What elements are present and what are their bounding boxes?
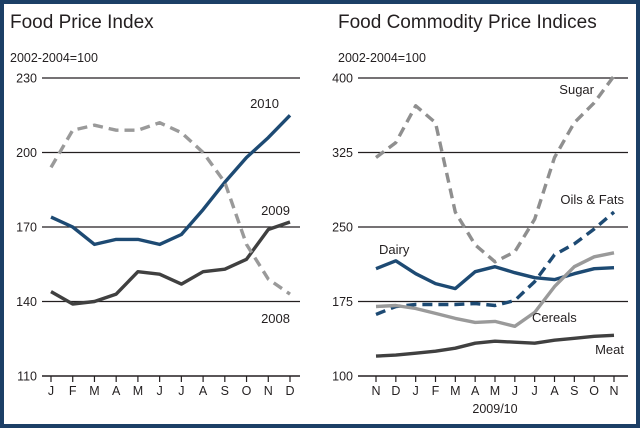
series-line-cereals [375, 251, 615, 328]
x-tick-label: D [285, 384, 294, 398]
x-tick-label: S [221, 384, 229, 398]
chart-subtitle: 2002-2004=100 [338, 51, 426, 65]
series-label: 2008 [261, 311, 290, 326]
x-tick-label: J [48, 384, 54, 398]
x-tick-label: J [413, 384, 419, 398]
series-line-meat [375, 333, 615, 358]
x-tick-label: O [242, 384, 252, 398]
series-line-sugar [374, 74, 616, 264]
x-tick-label: M [490, 384, 500, 398]
x-tick-label: A [471, 384, 480, 398]
y-tick-label: 230 [16, 72, 37, 86]
x-tick-label: S [570, 384, 578, 398]
x-tick-label: M [133, 384, 143, 398]
x-tick-label: J [157, 384, 163, 398]
series-line-dairy [375, 259, 615, 291]
series-label: Cereals [532, 310, 577, 325]
y-tick-label: 400 [332, 72, 353, 86]
y-tick-label: 325 [332, 146, 353, 160]
x-tick-label: N [609, 384, 618, 398]
x-tick-label: A [112, 384, 121, 398]
x-tick-label: M [450, 384, 460, 398]
chart-title: Food Price Index [10, 12, 154, 33]
y-tick-label: 110 [17, 370, 37, 384]
series-label: Sugar [559, 82, 594, 97]
x-tick-label: D [391, 384, 400, 398]
series-line-2010 [50, 114, 292, 247]
chart-canvas: Food Price Index 2002-2004=100 110 140 170 20… [10, 12, 628, 416]
series-label: Oils & Fats [560, 192, 624, 207]
x-tick-label: J [532, 384, 538, 398]
y-tick-label: 100 [332, 370, 353, 384]
series-label: 2010 [250, 96, 279, 111]
x-tick-label: N [264, 384, 273, 398]
x-tick-label: O [589, 384, 599, 398]
y-tick-label: 170 [16, 221, 37, 235]
x-tick-label: A [199, 384, 208, 398]
y-tick-label: 250 [332, 221, 353, 235]
y-tick-label: 140 [16, 295, 37, 309]
x-tick-label: N [371, 384, 380, 398]
x-tick-label: J [178, 384, 184, 398]
series-label: Meat [595, 342, 624, 357]
y-tick-label: 175 [332, 295, 353, 309]
chart-title: Food Commodity Price Indices [338, 12, 597, 33]
series-line-2008 [49, 120, 291, 296]
series-line-oils-fats [375, 210, 616, 316]
x-tick-label: A [550, 384, 559, 398]
y-tick-label: 200 [16, 146, 37, 160]
series-label: Dairy [379, 242, 410, 257]
chart-subtitle: 2002-2004=100 [10, 51, 98, 65]
x-axis-label: 2009/10 [472, 402, 517, 416]
series-line-2009 [50, 220, 291, 306]
x-tick-label: F [69, 384, 77, 398]
x-tick-label: J [512, 384, 518, 398]
series-label: 2009 [261, 203, 290, 218]
chart-figure: Food Price Index 2002-2004=100 110 140 170 20… [4, 4, 636, 424]
x-tick-label: F [432, 384, 440, 398]
x-tick-label: M [89, 384, 99, 398]
